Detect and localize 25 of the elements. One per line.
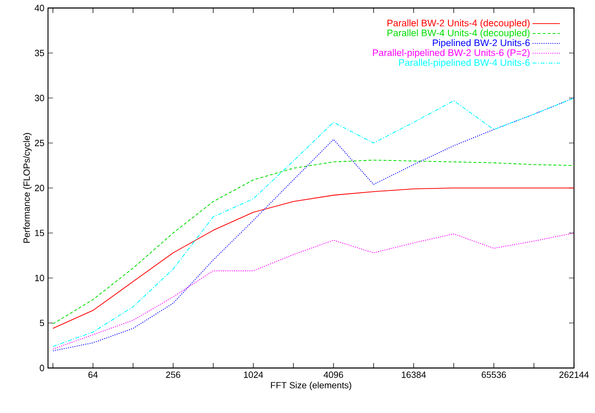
x-tick-label: 65536 bbox=[482, 372, 506, 378]
x-tick-label: 256 bbox=[166, 372, 180, 378]
legend-label: Parallel-pipelined BW-4 Units-6 bbox=[399, 58, 530, 68]
legend-label: Parallel-pipelined BW-2 Units-6 (P=2) bbox=[372, 49, 530, 58]
x-axis-title: FFT Size (elements) bbox=[270, 382, 352, 390]
y-tick-label: 40 bbox=[34, 4, 44, 12]
y-tick-label: 20 bbox=[34, 184, 44, 192]
y-axis-title: Performance (FLOPs/cycle) bbox=[23, 133, 32, 243]
y-tick-label: 5 bbox=[40, 320, 44, 326]
line-series bbox=[52, 160, 574, 324]
y-tick-label: 15 bbox=[35, 230, 44, 236]
x-tick-label: 64 bbox=[88, 372, 98, 378]
x-tick-label: 1024 bbox=[244, 372, 264, 378]
line-series bbox=[52, 232, 574, 350]
x-tick-label: 16384 bbox=[402, 372, 426, 378]
x-tick-label: 262144 bbox=[559, 372, 589, 378]
y-tick-label: 30 bbox=[34, 94, 44, 102]
legend-label: Pipelined BW-2 Units-6 bbox=[432, 39, 530, 48]
y-tick-label: 25 bbox=[34, 140, 44, 146]
x-tick-label: 4096 bbox=[324, 372, 344, 378]
legend-label: Parallel BW-4 Units-4 (decoupled) bbox=[388, 29, 530, 38]
y-tick-label: 0 bbox=[40, 364, 44, 372]
legend-label: Parallel BW-2 Units-4 (decoupled) bbox=[388, 19, 530, 28]
y-tick-label: 10 bbox=[35, 274, 44, 282]
y-tick-label: 35 bbox=[34, 50, 44, 56]
